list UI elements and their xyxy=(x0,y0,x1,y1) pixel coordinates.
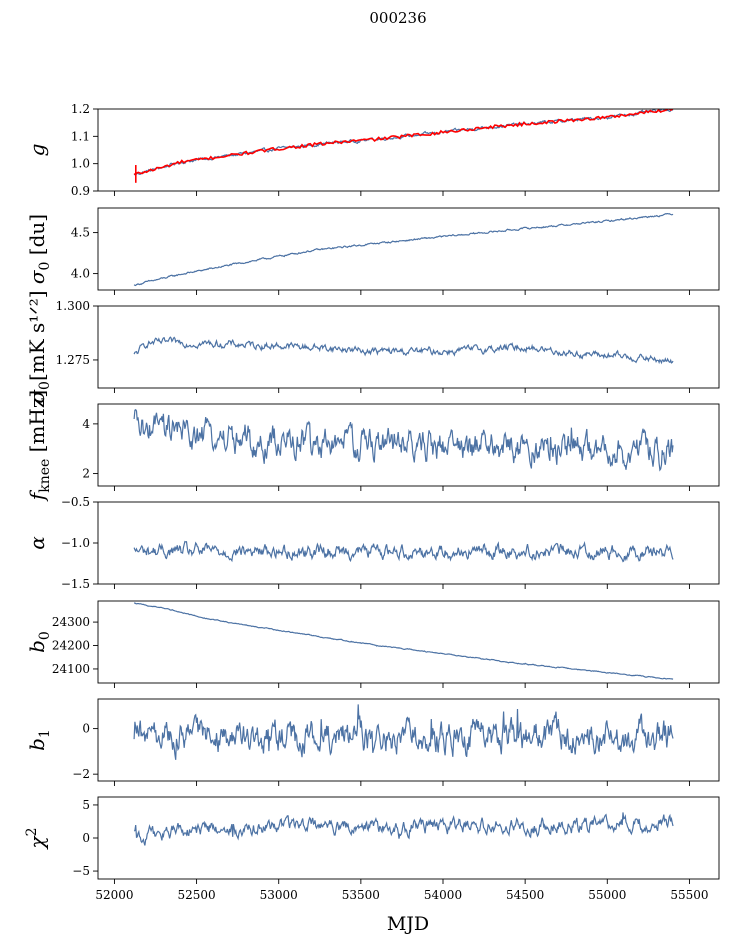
y-axis-label-sigma0_mk: σ0[mK s¹ᐟ²] xyxy=(25,290,53,403)
panel-fknee: 2 4 fknee [mHz] xyxy=(25,390,720,502)
y-tick-label-fknee-0: 2 xyxy=(82,467,90,481)
y-axis-label-fknee: fknee [mHz] xyxy=(25,390,53,502)
axes-frame-fknee xyxy=(97,403,720,487)
y-axis-label-alpha: α xyxy=(25,536,49,550)
axes-frame-sigma0_mk xyxy=(97,305,720,389)
y-axis-label-g: g xyxy=(25,144,49,157)
series-line-fknee xyxy=(133,408,674,472)
series-line-alpha xyxy=(133,540,674,563)
y-tick-label-sigma0_du-1: 4.5 xyxy=(71,226,90,240)
panel-chi2: 52000 52500 53000 53500 54000 54500 55000 55500… xyxy=(24,796,720,902)
y-tick-label-alpha-1: −1.0 xyxy=(61,536,90,550)
panel-sigma0_du: 4.0 4.5 σ0 [du] xyxy=(25,207,720,295)
series-line-b1 xyxy=(133,704,674,760)
axes-frame-b0 xyxy=(97,600,720,684)
y-tick-label-sigma0_mk-0: 1.275 xyxy=(56,353,90,367)
series-line-sigma0_du xyxy=(133,213,674,287)
y-tick-label-g-1: 1.0 xyxy=(71,157,90,171)
y-axis-label-sigma0_du: σ0 [du] xyxy=(25,214,53,284)
y-tick-label-sigma0_du-0: 4.0 xyxy=(71,267,90,281)
panel-g: 0.9 1.0 1.1 1.2 g xyxy=(25,102,720,198)
y-tick-label-b0-2: 24300 xyxy=(52,615,90,629)
series-line-b0 xyxy=(134,602,674,680)
x-tick-label-5: 54500 xyxy=(506,888,544,902)
y-tick-label-chi2-1: 0 xyxy=(82,831,90,845)
y-axis-label-b1: b1 xyxy=(25,729,53,751)
y-axis-label-b0: b0 xyxy=(25,631,53,653)
x-tick-label-3: 53500 xyxy=(342,888,380,902)
y-tick-label-g-3: 1.2 xyxy=(71,102,90,116)
y-tick-label-g-0: 0.9 xyxy=(71,184,90,198)
x-tick-label-7: 55500 xyxy=(670,888,708,902)
y-tick-label-alpha-0: −1.5 xyxy=(61,577,90,591)
panel-alpha: −1.5 −1.0 −0.5 α xyxy=(25,495,720,591)
y-tick-label-sigma0_mk-1: 1.300 xyxy=(56,299,90,313)
y-tick-label-fknee-1: 4 xyxy=(82,417,90,431)
y-axis-label-chi2: χ2 xyxy=(24,827,49,850)
x-tick-label-6: 55000 xyxy=(588,888,626,902)
y-tick-label-chi2-0: −5 xyxy=(72,864,90,878)
x-axis-label: MJD xyxy=(387,913,429,935)
y-tick-label-b1-0: −2 xyxy=(72,767,90,781)
x-tick-label-2: 53000 xyxy=(260,888,298,902)
series-fit-g xyxy=(133,109,674,176)
series-line-sigma0_mk xyxy=(133,336,674,365)
y-tick-label-g-2: 1.1 xyxy=(71,129,90,143)
panel-b0: 24100 24200 24300 b0 xyxy=(25,600,720,688)
x-tick-label-0: 52000 xyxy=(95,888,133,902)
chart-title: 000236 xyxy=(369,9,426,27)
y-tick-label-alpha-2: −0.5 xyxy=(61,495,90,509)
y-tick-label-b1-1: 0 xyxy=(82,722,90,736)
series-line-chi2 xyxy=(133,812,674,846)
y-tick-label-b0-0: 24100 xyxy=(52,662,90,676)
axes-frame-sigma0_du xyxy=(97,207,720,291)
axes-frame-b1 xyxy=(97,698,720,782)
axes-frame-g xyxy=(97,108,720,192)
x-tick-label-4: 54000 xyxy=(424,888,462,902)
panel-b1: −2 0 b1 xyxy=(25,698,720,786)
y-tick-label-b0-1: 24200 xyxy=(52,639,90,653)
y-tick-label-chi2-2: 5 xyxy=(82,798,90,812)
x-tick-label-1: 52500 xyxy=(177,888,215,902)
